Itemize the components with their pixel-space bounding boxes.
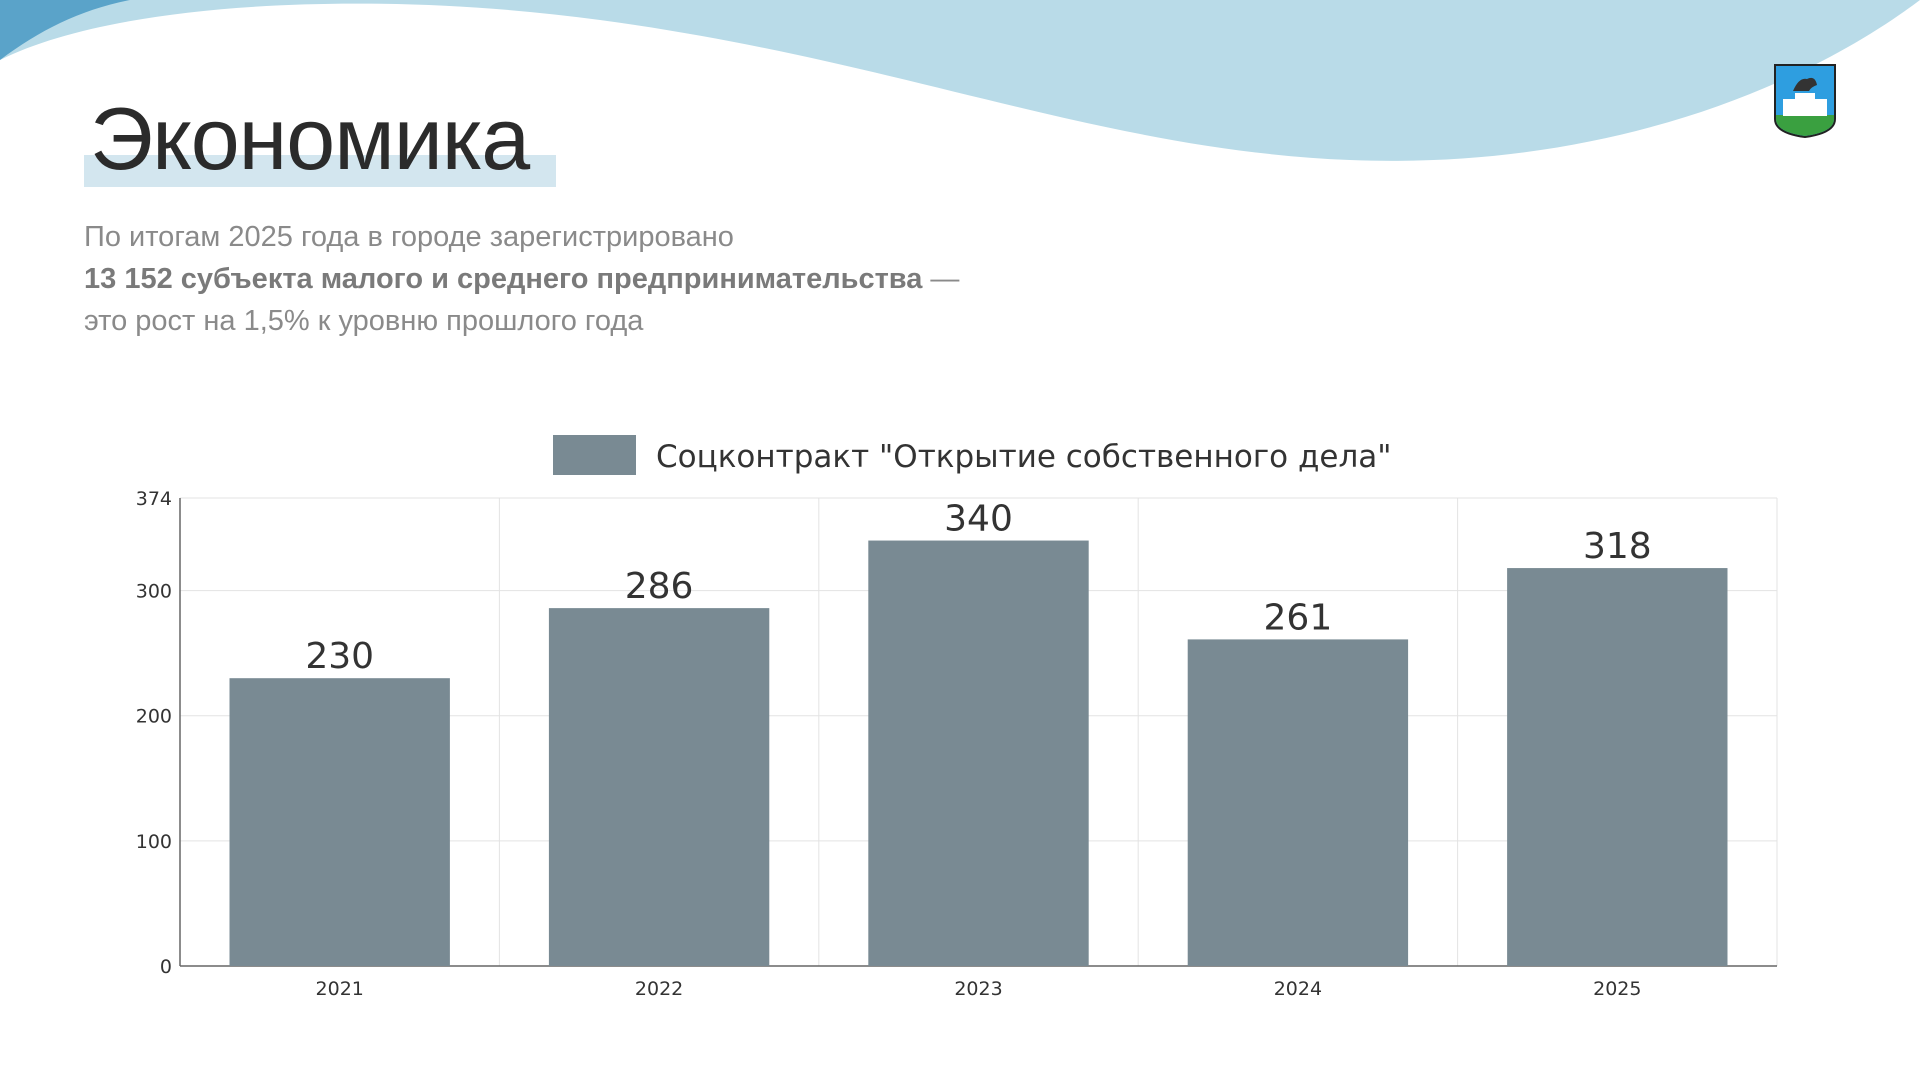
x-tick-label-2023: 2023 [954,978,1002,1000]
x-tick-label-2022: 2022 [635,978,683,1000]
page-title: Экономика [90,89,530,188]
y-tick-label: 374 [136,488,172,510]
summary-line-2: 13 152 субъекта малого и среднего предпр… [84,258,959,300]
summary-text: По итогам 2025 года в городе зарегистрир… [84,216,959,342]
y-tick-label: 0 [160,956,172,978]
bar-2025 [1507,568,1728,966]
bars [229,540,1728,966]
summary-line-1: По итогам 2025 года в городе зарегистрир… [84,221,734,253]
summary-line-3: это рост на 1,5% к уровню прошлого года [84,305,644,337]
y-tick-label: 200 [136,706,172,728]
title-highlight [84,155,556,187]
x-tick-label-2025: 2025 [1593,978,1641,1000]
bar-2024 [1187,639,1409,966]
data-label-2021: 230 [305,636,374,677]
labels: 0 100 200 300 374 230 2021 286 2022 340 2023 261 202… [136,488,1652,1000]
legend-swatch [553,435,636,475]
x-tick-label-2024: 2024 [1274,978,1322,1000]
bar-2023 [868,540,1089,966]
data-label-2022: 286 [625,566,694,607]
summary-dash: — [922,263,960,295]
data-label-2024: 261 [1264,597,1333,638]
city-coat-of-arms-logo [1774,64,1836,139]
background-wave [0,0,1920,161]
bar-2021 [229,678,450,966]
data-label-2023: 340 [944,499,1013,540]
bar-2022 [548,608,770,966]
data-label-2025: 318 [1583,526,1652,567]
y-tick-label: 300 [136,581,172,603]
y-tick-label: 100 [136,831,172,853]
x-tick-label-2021: 2021 [316,978,364,1000]
summary-highlight: 13 152 субъекта малого и среднего предпр… [84,263,923,295]
legend-label: Соцконтракт "Открытие собственного дела" [656,439,1392,475]
